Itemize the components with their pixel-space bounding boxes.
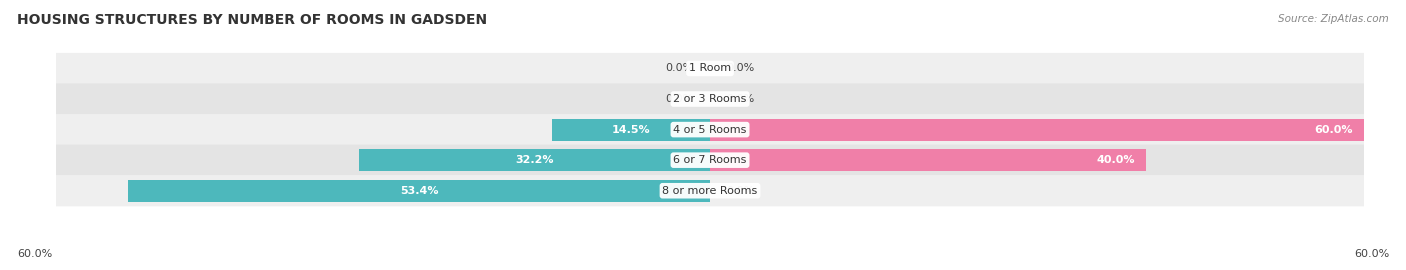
Text: 60.0%: 60.0% [17, 249, 52, 259]
Text: 14.5%: 14.5% [612, 124, 651, 135]
Text: 6 or 7 Rooms: 6 or 7 Rooms [673, 155, 747, 165]
Text: 60.0%: 60.0% [1354, 249, 1389, 259]
Bar [128, 180, 710, 202]
Text: HOUSING STRUCTURES BY NUMBER OF ROOMS IN GADSDEN: HOUSING STRUCTURES BY NUMBER OF ROOMS IN… [17, 14, 486, 28]
FancyBboxPatch shape [56, 175, 1364, 206]
Text: 0.0%: 0.0% [665, 63, 693, 73]
FancyBboxPatch shape [56, 83, 1364, 115]
Text: 0.0%: 0.0% [727, 94, 755, 104]
Text: 1 Room: 1 Room [689, 63, 731, 73]
Text: 0.0%: 0.0% [727, 63, 755, 73]
Text: 2 or 3 Rooms: 2 or 3 Rooms [673, 94, 747, 104]
FancyBboxPatch shape [56, 144, 1364, 176]
Text: 53.4%: 53.4% [399, 186, 439, 196]
FancyBboxPatch shape [56, 53, 1364, 84]
Bar [359, 149, 710, 171]
Text: Source: ZipAtlas.com: Source: ZipAtlas.com [1278, 14, 1389, 23]
Bar [710, 119, 1364, 141]
Text: 60.0%: 60.0% [1315, 124, 1353, 135]
FancyBboxPatch shape [56, 114, 1364, 145]
Legend: Owner-occupied, Renter-occupied: Owner-occupied, Renter-occupied [582, 266, 838, 270]
Text: 0.0%: 0.0% [727, 186, 755, 196]
Text: 8 or more Rooms: 8 or more Rooms [662, 186, 758, 196]
Text: 0.0%: 0.0% [665, 94, 693, 104]
Bar [710, 149, 1146, 171]
Text: 32.2%: 32.2% [516, 155, 554, 165]
Text: 40.0%: 40.0% [1097, 155, 1135, 165]
Text: 4 or 5 Rooms: 4 or 5 Rooms [673, 124, 747, 135]
Bar [553, 119, 710, 141]
